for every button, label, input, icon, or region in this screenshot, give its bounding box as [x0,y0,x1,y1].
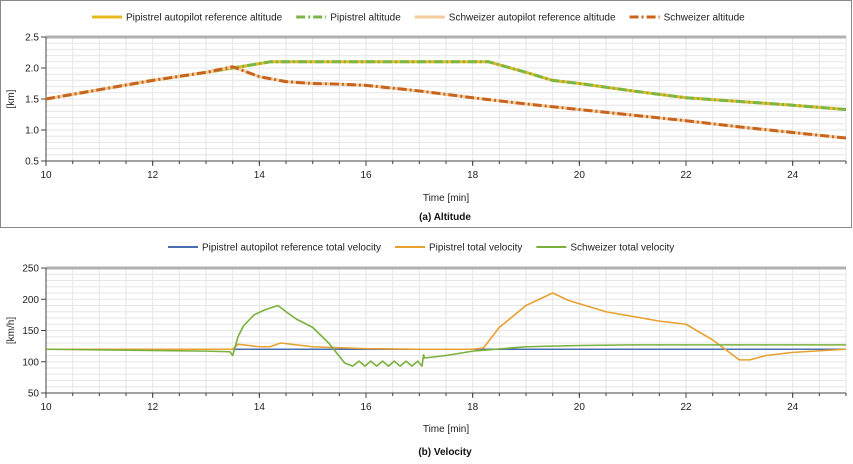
x-tick-label: 10 [40,170,52,181]
y-tick-label: 2.0 [25,64,39,75]
legend: Pipistrel autopilot reference altitude Pi… [92,13,745,24]
x-tick-label: 10 [40,402,52,413]
x-tick-label: 24 [787,402,799,413]
y-tick-label: 1.0 [25,126,39,137]
y-axis-label: [km] [6,89,17,108]
altitude-chart: 10 12 14 16 18 20 22 24 0.5 1.0 1.5 2.0 2.5 Time [min… [6,13,847,204]
grid-lines [45,267,847,394]
y-tick-label: 100 [22,357,39,368]
legend-label: Schweizer altitude [664,13,746,24]
legend-label: Schweizer autopilot reference altitude [449,13,616,24]
y-tick-label: 200 [22,295,39,306]
altitude-caption: (a) Altitude [419,212,471,223]
velocity-chart: 10 12 14 16 18 20 22 24 50 100 150 200 250 Time [min]… [6,243,847,435]
x-tick-label: 12 [147,170,159,181]
y-tick-label: 250 [22,264,39,275]
velocity-caption: (b) Velocity [418,447,472,458]
x-tick-label: 16 [360,170,372,181]
y-tick-label: 150 [22,326,39,337]
y-tick-label: 0.5 [25,157,39,168]
legend-label: Pipistrel autopilot reference total velo… [202,243,381,254]
x-axis-label: Time [min] [423,424,470,435]
x-tick-label: 20 [574,402,586,413]
series-line-2 [46,292,847,361]
x-tick-label: 12 [147,402,159,413]
x-axis-label: Time [min] [423,193,470,204]
x-tick-label: 24 [787,170,799,181]
x-tick-label: 16 [360,402,372,413]
series-line-4 [45,65,847,140]
series-line-3 [45,304,846,367]
y-tick-label: 50 [28,389,40,400]
legend-label: Schweizer total velocity [570,243,674,254]
legend: Pipistrel autopilot reference total velo… [168,243,674,254]
grid-lines [45,36,847,162]
legend-label: Pipistrel autopilot reference altitude [126,13,283,24]
y-axis-label: [km/h] [6,317,17,344]
x-tick-label: 14 [254,402,266,413]
x-tick-label: 22 [680,402,692,413]
x-tick-label: 18 [467,402,479,413]
x-tick-label: 20 [574,170,586,181]
legend-label: Pipistrel altitude [330,13,401,24]
y-tick-label: 1.5 [25,95,39,106]
x-tick-label: 22 [680,170,692,181]
x-tick-label: 18 [467,170,479,181]
legend-label: Pipistrel total velocity [429,243,522,254]
x-tick-label: 14 [254,170,266,181]
y-tick-label: 2.5 [25,33,39,44]
